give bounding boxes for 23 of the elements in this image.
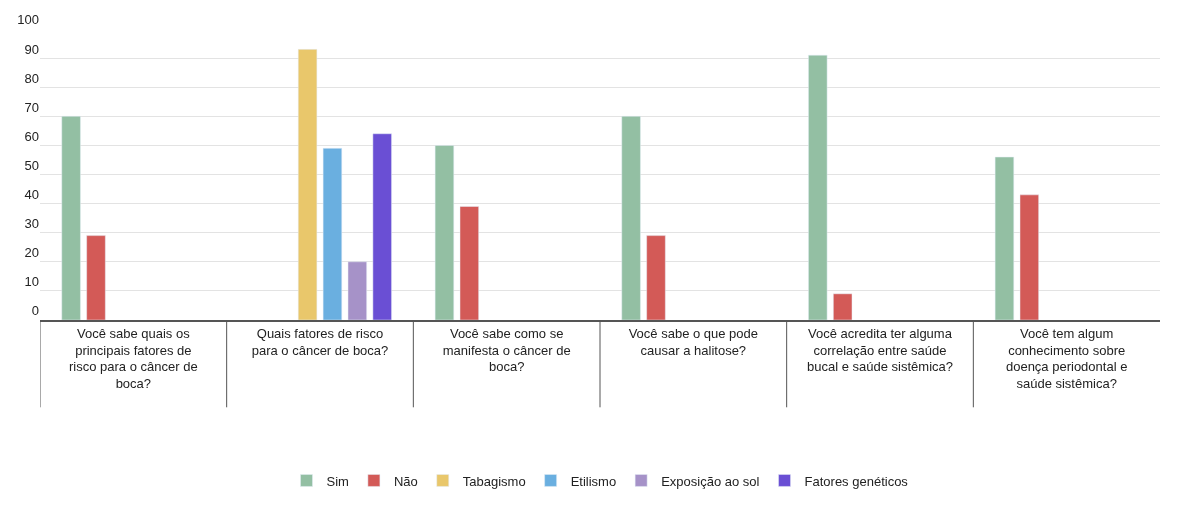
y-tick-label: 30 bbox=[24, 216, 39, 232]
legend-label: Sim bbox=[326, 473, 349, 489]
y-tick-label: 0 bbox=[31, 303, 39, 319]
y-tick-label: 50 bbox=[24, 157, 39, 173]
y-tick-label: 100 bbox=[17, 12, 39, 28]
legend-label: Não bbox=[393, 473, 418, 489]
y-tick-label: 60 bbox=[24, 128, 39, 144]
legend-label: Fatores genéticos bbox=[804, 473, 909, 489]
y-tick-label: 10 bbox=[24, 274, 39, 290]
y-tick-label: 90 bbox=[24, 41, 39, 57]
x-tick-label: Você acredita ter alguma correlação entre saúde bucal e saúde sistêmica? bbox=[807, 325, 953, 375]
legend-label: Exposição ao sol bbox=[661, 473, 760, 489]
x-tick-label: Você sabe como se manifesta o câncer de boca? bbox=[442, 325, 571, 375]
y-tick-label: 40 bbox=[24, 187, 39, 203]
y-tick-label: 70 bbox=[24, 99, 39, 115]
legend-label: Etilismo bbox=[570, 473, 617, 489]
legend-label: Tabagismo bbox=[462, 473, 526, 489]
x-tick-label: Você tem algum conhecimento sobre doença periodontal e saúde sistêmica? bbox=[1005, 325, 1128, 392]
y-tick-label: 80 bbox=[24, 70, 39, 86]
x-tick-label: Você sabe quais os principais fatores de risco para o câncer de boca? bbox=[69, 325, 198, 392]
x-tick-label: Quais fatores de risco para o câncer de boca? bbox=[251, 325, 389, 358]
y-tick-label: 20 bbox=[24, 245, 39, 261]
x-tick-label: Você sabe o que pode causar a halitose? bbox=[628, 325, 759, 358]
